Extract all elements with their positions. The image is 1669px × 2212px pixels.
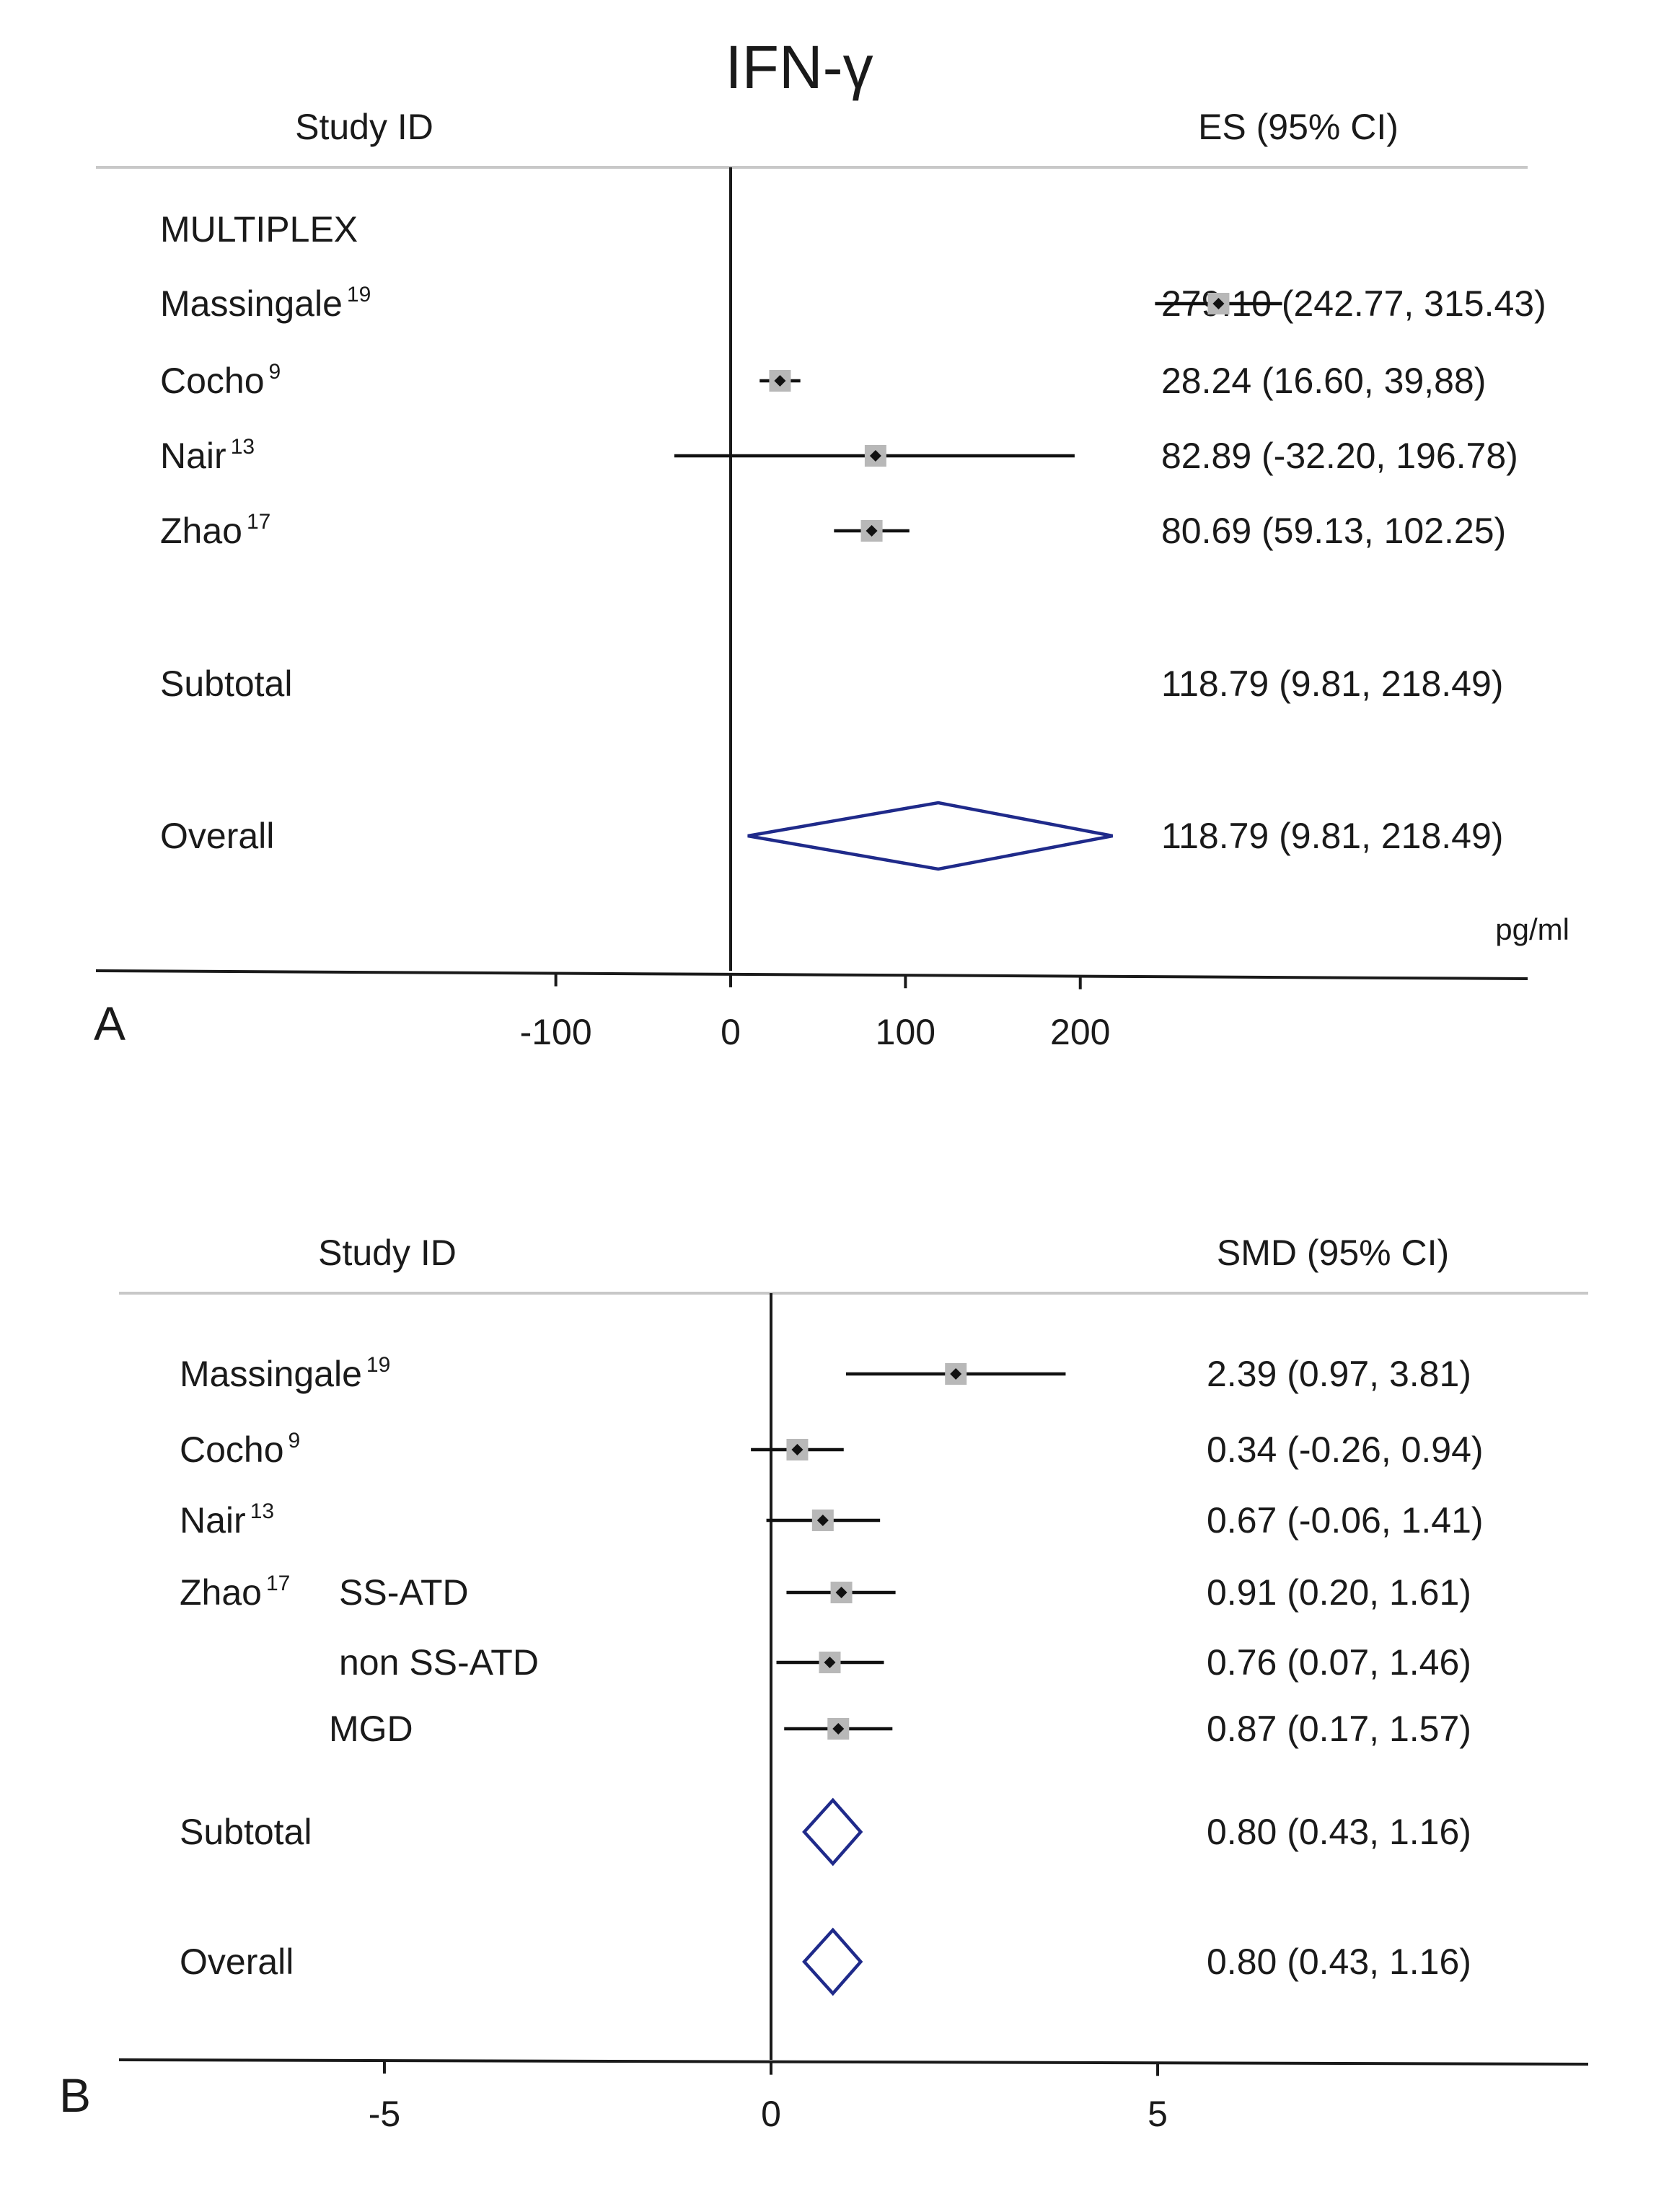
panel-a-row-label-text: MULTIPLEX	[160, 209, 358, 250]
panel-b-row-label-text: Subtotal	[180, 1812, 312, 1852]
panel-b-es-text: 2.39 (0.97, 3.81)	[1207, 1354, 1471, 1394]
panel-a-row-label: Zhao 17	[160, 510, 270, 551]
panel-a-tick-label: 100	[876, 1012, 935, 1052]
panel-a-row-superscript: 19	[347, 283, 371, 307]
panel-a: IFN-γ Study ID ES (95% CI) MULTIPLEX Mass…	[94, 33, 1569, 1052]
panel-b-header-left: Study ID	[318, 1233, 457, 1273]
panel-a-row-superscript: 9	[269, 360, 281, 384]
panel-b-row-sublabel: SS-ATD	[339, 1572, 469, 1613]
panel-b-row-superscript: 13	[250, 1499, 274, 1523]
panel-b-row-label: Subtotal	[180, 1812, 312, 1852]
panel-a-header-left: Study ID	[295, 107, 433, 147]
panel-b-row-label-text: Cocho	[180, 1429, 284, 1470]
figure-title: IFN-γ	[725, 33, 873, 101]
panel-b-es-text: 0.80 (0.43, 1.16)	[1207, 1812, 1471, 1852]
panel-a-es-text: 80.69 (59.13, 102.25)	[1161, 511, 1506, 551]
panel-b-tick-label: -5	[369, 2094, 400, 2134]
panel-b-row-label-text: Massingale	[180, 1354, 362, 1394]
panel-a-unit-label: pg/ml	[1495, 912, 1569, 946]
panel-a-row-superscript: 17	[247, 510, 270, 534]
panel-a-row-label-text: Nair	[160, 436, 226, 476]
panel-b-row-sublabel: non SS-ATD	[339, 1642, 539, 1683]
panel-b-row-sublabel: MGD	[329, 1709, 413, 1749]
panel-b-row-label-text: Zhao	[180, 1572, 262, 1613]
panel-a-row-label-text: Zhao	[160, 511, 242, 551]
panel-a-es-text: 82.89 (-32.20, 196.78)	[1161, 436, 1518, 476]
panel-a-row-label: Nair 13	[160, 435, 255, 476]
panel-a-row-label-text: Massingale	[160, 283, 343, 324]
panel-a-point-estimate	[869, 450, 881, 462]
panel-b-row-label: Massingale 19	[180, 1353, 390, 1394]
panel-b-marks: Massingale 19 2.39 (0.97, 3.81) Cocho 9 0.34 …	[180, 1293, 1484, 2060]
panel-b-point-estimate	[835, 1587, 847, 1598]
panel-a-row-label: Overall	[160, 816, 274, 856]
panel-b-ticks: -5 0 5	[369, 2061, 1168, 2134]
panel-b-tick-label: 0	[761, 2094, 781, 2134]
panel-a-row-label-text: Overall	[160, 816, 274, 856]
panel-a-point-estimate	[774, 375, 786, 387]
panel-b-point-estimate	[824, 1657, 836, 1668]
panel-a-row-label: Massingale 19	[160, 283, 371, 324]
panel-a-es-text: 118.79 (9.81, 218.49)	[1161, 664, 1503, 704]
panel-b-row-superscript: 9	[289, 1429, 301, 1453]
panel-b-es-text: 0.76 (0.07, 1.46)	[1207, 1642, 1471, 1683]
panel-a-row-label: MULTIPLEX	[160, 209, 358, 250]
panel-b-tick-label: 5	[1148, 2094, 1168, 2134]
panel-b-pooled-diamond	[802, 1797, 863, 1867]
panel-b-row-superscript: 17	[266, 1572, 290, 1595]
panel-a-row-label: Subtotal	[160, 664, 292, 704]
panel-a-row-label-text: Cocho	[160, 361, 265, 401]
panel-a-tick-label: 0	[721, 1012, 741, 1052]
panel-b-es-text: 0.34 (-0.26, 0.94)	[1207, 1429, 1484, 1470]
panel-a-point-estimate	[1212, 298, 1225, 309]
panel-b-point-estimate	[832, 1723, 845, 1735]
panel-b-header-right: SMD (95% CI)	[1217, 1233, 1449, 1273]
panel-b-row-label: Cocho 9	[180, 1429, 300, 1470]
panel-a-es-text: 28.24 (16.60, 39,88)	[1161, 361, 1486, 401]
panel-a-ticks: -100 0 100 200	[520, 973, 1110, 1052]
panel-a-tick-label: -100	[520, 1012, 592, 1052]
panel-b-point-estimate	[816, 1515, 829, 1526]
panel-b-row-label: Nair 13	[180, 1499, 274, 1541]
panel-b-point-estimate	[791, 1444, 803, 1455]
panel-a-row-label: Cocho 9	[160, 360, 281, 401]
panel-a-row-superscript: 13	[231, 435, 255, 459]
panel-b-row-superscript: 19	[366, 1353, 390, 1377]
panel-b-point-estimate	[950, 1368, 962, 1380]
panel-b: Study ID SMD (95% CI) Massingale 19 2.39 (…	[59, 1233, 1589, 2134]
panel-b-row-label: Zhao 17	[180, 1572, 290, 1613]
panel-b-row-label: Overall	[180, 1942, 294, 1982]
panel-b-x-axis	[118, 2058, 1589, 2066]
panel-a-x-axis	[95, 969, 1528, 980]
panel-b-es-text: 0.67 (-0.06, 1.41)	[1207, 1500, 1484, 1541]
panel-b-letter: B	[59, 2068, 91, 2122]
panel-a-row-label-text: Subtotal	[160, 664, 292, 704]
panel-a-header-right: ES (95% CI)	[1198, 107, 1399, 147]
panel-b-pooled-diamond	[802, 1927, 863, 1996]
panel-b-es-text: 0.87 (0.17, 1.57)	[1207, 1709, 1471, 1749]
panel-a-letter: A	[94, 997, 125, 1050]
panel-b-es-text: 0.91 (0.20, 1.61)	[1207, 1572, 1471, 1613]
panel-b-row-label-text: Nair	[180, 1500, 246, 1541]
panel-a-point-estimate	[866, 525, 878, 537]
panel-b-row-label-text: Overall	[180, 1942, 294, 1982]
panel-b-es-text: 0.80 (0.43, 1.16)	[1207, 1942, 1471, 1982]
panel-a-tick-label: 200	[1050, 1012, 1110, 1052]
panel-a-es-text: 118.79 (9.81, 218.49)	[1161, 816, 1503, 856]
panel-a-pooled-diamond	[747, 801, 1113, 871]
